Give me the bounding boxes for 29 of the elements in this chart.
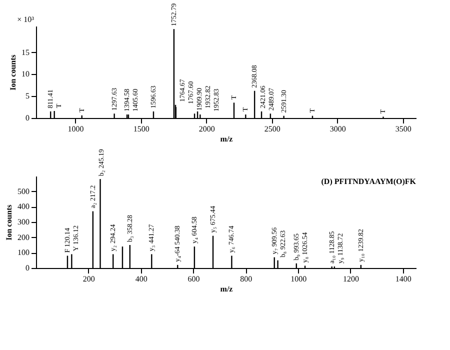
y-tick-label: 400 xyxy=(18,202,30,212)
x-tick-label: 400 xyxy=(135,274,148,284)
x-tick-label: 800 xyxy=(240,274,252,284)
x-tick-label: 1500 xyxy=(133,124,150,134)
y-tick-label: 300 xyxy=(18,218,30,226)
x-tick-label: 1000 xyxy=(290,274,307,284)
x-tick-label: 3000 xyxy=(330,124,346,134)
x-tick-label: 600 xyxy=(188,274,200,284)
y-tick-label: 500 xyxy=(18,186,30,196)
x-axis-title: m/z xyxy=(220,134,234,144)
x-tick-label: 200 xyxy=(82,274,95,284)
y-axis-title: Ion counts xyxy=(4,204,14,240)
x-axis-title: m/z xyxy=(220,284,234,294)
y-tick-label: 15 xyxy=(22,48,30,57)
x-tick-label: 2500 xyxy=(264,124,280,134)
y-tick-label: 0 xyxy=(26,114,30,122)
x-tick-label: 3500 xyxy=(395,124,412,134)
y-tick-label: 10 xyxy=(22,70,30,79)
text: × 10³ xyxy=(17,15,35,24)
y-tick-label: 100 xyxy=(18,248,30,258)
y-axis-title: Ion counts xyxy=(8,54,18,90)
x-tick-label: 2000 xyxy=(198,124,215,134)
x-tick-label: 1400 xyxy=(395,274,412,284)
y-tick-label: 5 xyxy=(26,92,30,101)
y-tick-label: 0 xyxy=(26,264,30,272)
y-tick-label: 200 xyxy=(18,232,30,242)
chart-title: (D) PFITNDYAAYM(O)FK xyxy=(321,177,417,186)
x-tick-label: 1000 xyxy=(68,124,84,134)
x-tick-label: 1200 xyxy=(342,274,359,284)
